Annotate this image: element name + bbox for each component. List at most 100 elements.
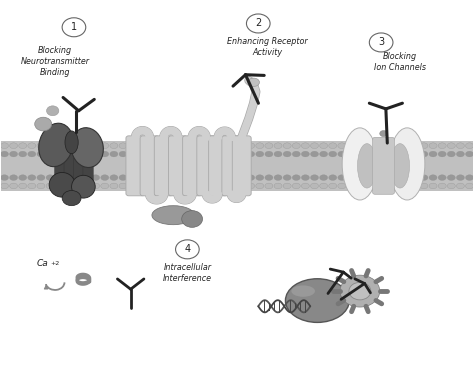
Ellipse shape xyxy=(365,183,373,189)
Circle shape xyxy=(340,275,380,307)
Ellipse shape xyxy=(110,175,118,181)
Circle shape xyxy=(369,33,393,52)
Ellipse shape xyxy=(465,183,474,189)
Ellipse shape xyxy=(310,143,319,149)
Ellipse shape xyxy=(420,183,428,189)
Text: 3: 3 xyxy=(378,37,384,48)
Ellipse shape xyxy=(401,151,410,157)
Ellipse shape xyxy=(183,183,191,189)
FancyBboxPatch shape xyxy=(222,136,241,196)
Ellipse shape xyxy=(164,183,173,189)
Ellipse shape xyxy=(310,151,319,157)
Text: 4: 4 xyxy=(184,244,191,255)
Ellipse shape xyxy=(73,151,82,157)
Ellipse shape xyxy=(429,143,437,149)
Ellipse shape xyxy=(285,279,349,322)
Ellipse shape xyxy=(9,183,18,189)
Ellipse shape xyxy=(411,175,419,181)
Ellipse shape xyxy=(411,183,419,189)
Ellipse shape xyxy=(246,143,255,149)
Ellipse shape xyxy=(164,175,173,181)
Ellipse shape xyxy=(274,175,282,181)
Ellipse shape xyxy=(456,183,465,189)
Ellipse shape xyxy=(420,151,428,157)
Ellipse shape xyxy=(82,175,91,181)
FancyBboxPatch shape xyxy=(209,136,228,196)
Ellipse shape xyxy=(137,143,145,149)
Ellipse shape xyxy=(219,175,228,181)
FancyBboxPatch shape xyxy=(197,136,216,196)
FancyBboxPatch shape xyxy=(155,136,173,196)
Ellipse shape xyxy=(201,175,209,181)
Ellipse shape xyxy=(101,151,109,157)
Ellipse shape xyxy=(420,143,428,149)
Ellipse shape xyxy=(329,143,337,149)
Ellipse shape xyxy=(447,175,456,181)
Ellipse shape xyxy=(18,151,27,157)
Circle shape xyxy=(46,106,59,116)
Ellipse shape xyxy=(390,128,425,200)
Ellipse shape xyxy=(164,143,173,149)
Text: Enhancing Receptor
Activity: Enhancing Receptor Activity xyxy=(228,37,308,57)
Ellipse shape xyxy=(465,151,474,157)
Ellipse shape xyxy=(101,183,109,189)
FancyBboxPatch shape xyxy=(168,136,187,196)
Ellipse shape xyxy=(338,151,346,157)
Ellipse shape xyxy=(173,183,182,189)
Ellipse shape xyxy=(365,151,373,157)
Ellipse shape xyxy=(283,183,291,189)
Ellipse shape xyxy=(219,143,228,149)
Ellipse shape xyxy=(146,143,155,149)
Ellipse shape xyxy=(201,151,209,157)
Ellipse shape xyxy=(301,143,310,149)
Ellipse shape xyxy=(438,151,446,157)
Ellipse shape xyxy=(82,183,91,189)
Ellipse shape xyxy=(91,175,100,181)
Ellipse shape xyxy=(246,151,255,157)
Ellipse shape xyxy=(356,183,364,189)
FancyBboxPatch shape xyxy=(182,136,201,196)
Ellipse shape xyxy=(0,175,9,181)
Ellipse shape xyxy=(237,143,246,149)
Ellipse shape xyxy=(247,78,259,86)
Circle shape xyxy=(246,14,270,33)
Circle shape xyxy=(182,211,202,227)
Ellipse shape xyxy=(173,143,182,149)
Ellipse shape xyxy=(338,183,346,189)
Ellipse shape xyxy=(447,151,456,157)
FancyBboxPatch shape xyxy=(140,136,159,196)
Ellipse shape xyxy=(146,175,155,181)
Ellipse shape xyxy=(438,175,446,181)
Circle shape xyxy=(62,18,86,37)
Ellipse shape xyxy=(46,175,54,181)
Ellipse shape xyxy=(128,183,136,189)
Ellipse shape xyxy=(192,175,200,181)
Ellipse shape xyxy=(356,151,364,157)
Ellipse shape xyxy=(329,151,337,157)
Ellipse shape xyxy=(265,175,273,181)
Ellipse shape xyxy=(146,151,155,157)
Ellipse shape xyxy=(91,183,100,189)
Ellipse shape xyxy=(110,151,118,157)
Ellipse shape xyxy=(64,175,73,181)
Circle shape xyxy=(380,131,387,137)
FancyBboxPatch shape xyxy=(373,138,394,194)
Ellipse shape xyxy=(265,183,273,189)
Ellipse shape xyxy=(465,143,474,149)
Ellipse shape xyxy=(357,144,376,188)
FancyBboxPatch shape xyxy=(55,138,65,194)
Ellipse shape xyxy=(292,285,315,297)
Ellipse shape xyxy=(137,175,145,181)
Ellipse shape xyxy=(201,183,209,189)
Ellipse shape xyxy=(283,151,291,157)
Ellipse shape xyxy=(429,151,437,157)
Ellipse shape xyxy=(237,183,246,189)
Ellipse shape xyxy=(392,183,401,189)
Ellipse shape xyxy=(73,143,82,149)
Ellipse shape xyxy=(183,151,191,157)
Ellipse shape xyxy=(342,128,378,200)
Ellipse shape xyxy=(28,175,36,181)
Ellipse shape xyxy=(237,175,246,181)
Ellipse shape xyxy=(391,144,410,188)
Ellipse shape xyxy=(9,151,18,157)
